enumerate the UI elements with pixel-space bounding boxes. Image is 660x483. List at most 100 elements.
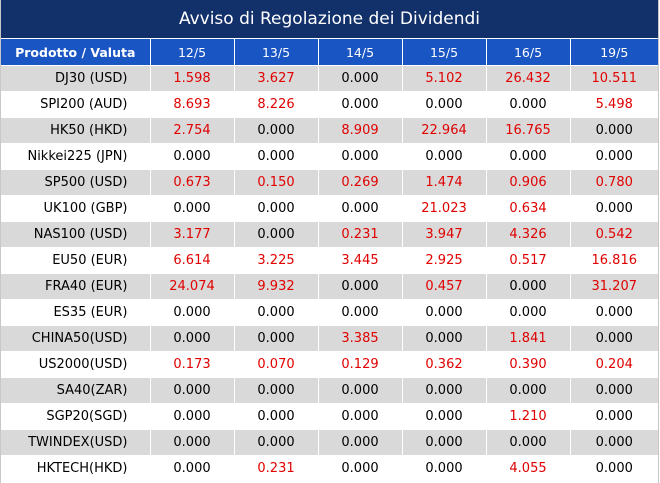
dividend-value-cell: 0.000 [570,325,658,352]
dividend-value-cell: 0.457 [402,273,487,300]
dividend-value-cell: 0.000 [318,377,403,404]
dividend-value-cell: 0.000 [318,403,403,430]
dividend-value-cell: 0.000 [150,299,235,326]
date-column-header: 15/5 [402,39,487,66]
dividend-value-cell: 2.925 [402,247,487,274]
dividend-value-cell: 0.000 [150,377,235,404]
dividend-value-cell: 26.432 [486,65,571,92]
dividend-value-cell: 0.000 [234,429,319,456]
product-cell: HKTECH(HKD) [1,455,151,482]
product-cell: TWINDEX(USD) [1,429,151,456]
dividend-value-cell: 0.000 [150,403,235,430]
dividend-value-cell: 0.000 [402,377,487,404]
date-column-header: 14/5 [318,39,403,66]
dividend-value-cell: 0.173 [150,351,235,378]
dividend-value-cell: 0.000 [234,195,319,222]
dividend-value-cell: 5.102 [402,65,487,92]
date-column-header: 19/5 [570,39,658,66]
dividend-value-cell: 16.765 [486,117,571,144]
dividend-value-cell: 0.000 [486,299,571,326]
product-column-header: Prodotto / Valuta [1,39,151,66]
dividend-value-cell: 0.000 [570,403,658,430]
dividend-value-cell: 0.000 [486,429,571,456]
dividend-value-cell: 0.000 [234,117,319,144]
dividend-value-cell: 0.000 [402,143,487,170]
table-row: US2000(USD) 0.173 0.070 0.129 0.362 0.390 0.20… [1,351,658,378]
dividend-value-cell: 24.074 [150,273,235,300]
dividend-value-cell: 4.055 [486,455,571,482]
table-row: SPI200 (AUD) 8.693 8.226 0.000 0.000 0.000 5.4… [1,91,658,118]
dividend-value-cell: 3.445 [318,247,403,274]
dividend-value-cell: 0.673 [150,169,235,196]
dividend-value-cell: 0.000 [318,273,403,300]
dividend-value-cell: 0.000 [318,299,403,326]
dividend-value-cell: 0.129 [318,351,403,378]
dividend-value-cell: 1.598 [150,65,235,92]
dividend-value-cell: 0.000 [402,91,487,118]
dividend-value-cell: 0.000 [402,299,487,326]
dividend-value-cell: 10.511 [570,65,658,92]
dividend-value-cell: 3.627 [234,65,319,92]
table-row: SP500 (USD) 0.673 0.150 0.269 1.474 0.906 0.78… [1,169,658,196]
dividend-value-cell: 31.207 [570,273,658,300]
table-row: UK100 (GBP) 0.000 0.000 0.000 21.023 0.634 0.0… [1,195,658,222]
product-cell: FRA40 (EUR) [1,273,151,300]
dividend-value-cell: 0.000 [402,403,487,430]
product-cell: HK50 (HKD) [1,117,151,144]
dividend-value-cell: 0.000 [234,143,319,170]
dividend-value-cell: 1.210 [486,403,571,430]
table-row: DJ30 (USD) 1.598 3.627 0.000 5.102 26.432 10.5… [1,65,658,92]
dividend-value-cell: 0.000 [570,377,658,404]
product-cell: SPI200 (AUD) [1,91,151,118]
dividend-value-cell: 0.000 [402,429,487,456]
dividend-value-cell: 0.000 [570,143,658,170]
product-cell: SP500 (USD) [1,169,151,196]
table-row: HK50 (HKD) 2.754 0.000 8.909 22.964 16.765 0.0… [1,117,658,144]
dividend-value-cell: 3.947 [402,221,487,248]
table-row: FRA40 (EUR) 24.074 9.932 0.000 0.457 0.000 31.… [1,273,658,300]
table-row: TWINDEX(USD) 0.000 0.000 0.000 0.000 0.000 0.0… [1,429,658,456]
dividend-value-cell: 0.542 [570,221,658,248]
dividend-value-cell: 16.816 [570,247,658,274]
dividend-value-cell: 22.964 [402,117,487,144]
dividend-value-cell: 0.000 [486,273,571,300]
table-body: DJ30 (USD) 1.598 3.627 0.000 5.102 26.432 10.5… [1,65,658,482]
dividend-value-cell: 0.000 [318,65,403,92]
product-cell: SA40(ZAR) [1,377,151,404]
dividend-value-cell: 0.000 [570,117,658,144]
table-row: CHINA50(USD) 0.000 0.000 3.385 0.000 1.841 0.0… [1,325,658,352]
table-row: ES35 (EUR) 0.000 0.000 0.000 0.000 0.000 0.000 [1,299,658,326]
dividend-value-cell: 0.000 [570,299,658,326]
product-cell: NAS100 (USD) [1,221,151,248]
dividend-value-cell: 0.231 [234,455,319,482]
dividend-value-cell: 0.000 [570,429,658,456]
table-row: Nikkei225 (JPN) 0.000 0.000 0.000 0.000 0.000… [1,143,658,170]
date-column-header: 13/5 [234,39,319,66]
dividend-value-cell: 0.000 [150,429,235,456]
dividend-value-cell: 0.000 [318,429,403,456]
dividend-value-cell: 0.390 [486,351,571,378]
dividend-value-cell: 0.000 [150,455,235,482]
dividend-value-cell: 0.000 [318,91,403,118]
dividend-value-cell: 0.362 [402,351,487,378]
dividend-value-cell: 0.000 [570,455,658,482]
product-cell: DJ30 (USD) [1,65,151,92]
dividend-value-cell: 0.000 [150,143,235,170]
dividend-value-cell: 0.000 [150,195,235,222]
table-row: HKTECH(HKD) 0.000 0.231 0.000 0.000 4.055 0.00… [1,455,658,482]
dividend-value-cell: 1.841 [486,325,571,352]
dividend-value-cell: 0.231 [318,221,403,248]
dividend-value-cell: 5.498 [570,91,658,118]
dividend-value-cell: 0.000 [234,299,319,326]
dividend-value-cell: 0.000 [486,91,571,118]
dividend-value-cell: 4.326 [486,221,571,248]
dividend-value-cell: 0.000 [486,143,571,170]
dividend-value-cell: 0.000 [486,377,571,404]
dividend-value-cell: 3.225 [234,247,319,274]
table-row: SA40(ZAR) 0.000 0.000 0.000 0.000 0.000 0.000 [1,377,658,404]
dividend-value-cell: 2.754 [150,117,235,144]
header-row: Prodotto / Valuta 12/5 13/5 14/5 15/5 16… [1,39,658,66]
table-row: SGP20(SGD) 0.000 0.000 0.000 0.000 1.210 0.000 [1,403,658,430]
dividend-value-cell: 0.000 [318,195,403,222]
